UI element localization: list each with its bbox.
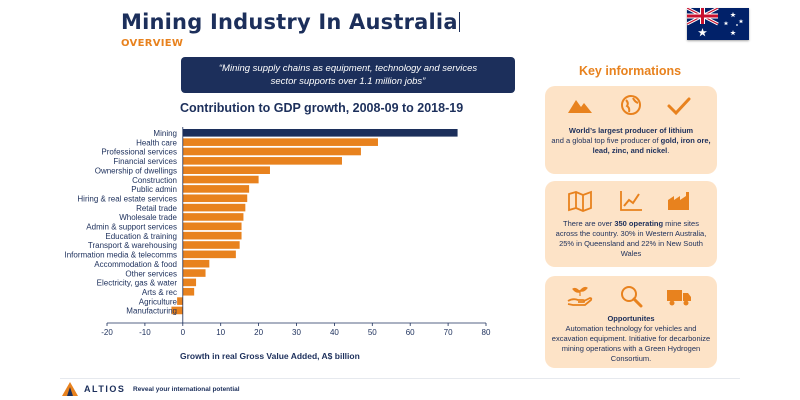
chart-bar (182, 259, 210, 268)
chart-category-label: Professional services (101, 148, 177, 157)
chart-category-label: Transport & warehousing (88, 241, 177, 250)
text-cursor (458, 12, 460, 32)
chart-x-tick-label: 80 (482, 328, 491, 337)
checkmark-icon (667, 97, 691, 116)
mountains-icon (568, 100, 592, 113)
chart-category-label: Education & training (105, 232, 177, 241)
chart-category-label: Construction (132, 176, 177, 185)
chart-x-tick-label: -10 (139, 328, 151, 337)
chart-category-label: Electricity, gas & water (97, 279, 178, 288)
chart-category-label: Wholesale trade (119, 213, 177, 222)
chart-x-tick-label: -20 (101, 328, 113, 337)
chart-bar (182, 185, 250, 193)
chart-bar (182, 278, 197, 287)
chart-category-label: Arts & rec (142, 288, 177, 297)
map-icon (568, 190, 592, 212)
key-info-card-mine-sites: There are over 350 operating mine sites … (545, 181, 717, 267)
australia-flag-icon (687, 8, 749, 40)
chart-category-label: Manufacturing (126, 307, 177, 316)
magnifier-icon (621, 286, 643, 308)
footer-divider (60, 378, 740, 379)
chart-bar (182, 194, 248, 203)
chart-category-label: Ownership of dwellings (95, 166, 177, 175)
chart-category-label: Retail trade (136, 204, 177, 213)
chart-category-label: Health care (136, 138, 177, 147)
chart-category-label: Admin & support services (86, 223, 177, 232)
chart-category-label: Accommodation & food (94, 260, 177, 269)
quote-banner: “Mining supply chains as equipment, tech… (181, 57, 515, 93)
chart-x-tick-label: 10 (216, 328, 225, 337)
chart-category-label: Public admin (131, 185, 177, 194)
chart-bar (182, 147, 361, 156)
chart-bar (182, 213, 244, 221)
chart-x-tick-label: 70 (444, 328, 453, 337)
chart-bar (182, 241, 240, 249)
chart-bar (182, 269, 206, 277)
chart-bar (182, 157, 342, 165)
quote-text: “Mining supply chains as equipment, tech… (218, 63, 478, 87)
chart-bar (177, 297, 183, 305)
chart-growth-icon (620, 191, 642, 211)
opportunities-title: Opportunites (607, 314, 655, 323)
altios-logo-icon (62, 382, 78, 396)
key-info-card-text: World’s largest producer of lithium and a… (551, 126, 711, 155)
chart-category-label: Other services (125, 269, 177, 278)
chart-bar (182, 129, 458, 137)
key-info-card-opportunities: Opportunites Automation technology for ve… (545, 276, 717, 368)
chart-x-tick-label: 40 (330, 328, 339, 337)
chart-category-label: Hiring & real estate services (77, 194, 177, 203)
key-info-heading: Key informations (578, 64, 682, 78)
globe-hand-icon (621, 95, 641, 115)
chart-bar (182, 203, 246, 212)
chart-x-tick-label: 0 (181, 328, 186, 337)
chart-bar (182, 166, 270, 174)
chart-bar (182, 231, 242, 240)
chart-bar (182, 138, 378, 146)
chart-title: Contribution to GDP growth, 2008-09 to 2… (180, 101, 464, 115)
chart-x-tick-label: 20 (254, 328, 263, 337)
key-info-card-text: Opportunites Automation technology for ve… (551, 314, 711, 363)
chart-bar (171, 306, 183, 315)
page-subtitle: OVERVIEW (121, 38, 184, 49)
key-info-card-lithium: World’s largest producer of lithium and a… (545, 86, 717, 174)
footer-tagline: Reveal your international potential (133, 386, 240, 393)
chart-category-label: Mining (153, 129, 177, 138)
hand-plant-icon (567, 286, 593, 306)
chart-category-label: Information media & telecomms (65, 251, 178, 260)
chart-x-tick-label: 60 (406, 328, 415, 337)
footer-brand: ALTIOS (84, 384, 126, 394)
chart-bar (182, 250, 236, 259)
chart-bar (182, 222, 242, 231)
chart-bar (182, 175, 259, 184)
truck-icon (667, 290, 691, 306)
chart-x-axis-label: Growth in real Gross Value Added, A$ bil… (180, 351, 360, 361)
chart-x-tick-label: 50 (368, 328, 377, 337)
page-title: Mining Industry In Australia (121, 10, 460, 34)
key-info-card-text: There are over 350 operating mine sites … (555, 219, 707, 258)
chart-category-label: Agriculture (139, 297, 178, 306)
chart-x-tick-label: 30 (292, 328, 301, 337)
factory-icon (668, 192, 689, 210)
chart-category-label: Financial services (113, 157, 177, 166)
chart-bar (182, 287, 195, 296)
